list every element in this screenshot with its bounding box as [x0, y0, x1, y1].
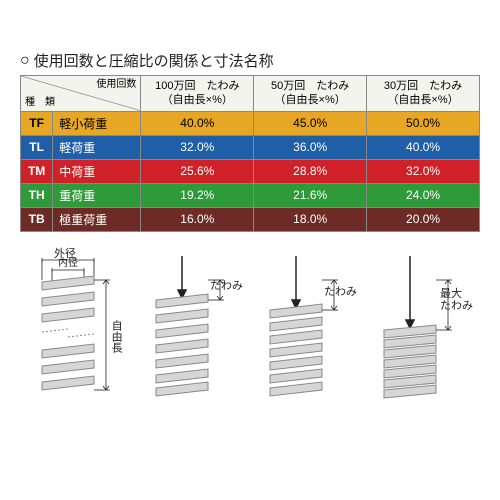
table-row: TM中荷重25.6%28.8%32.0%: [21, 159, 480, 183]
row-val: 40.0%: [141, 111, 254, 135]
row-val: 28.8%: [254, 159, 367, 183]
row-val: 25.6%: [141, 159, 254, 183]
diagram-deflection-1: たわみ: [138, 250, 248, 410]
row-val: 36.0%: [254, 135, 367, 159]
row-val: 32.0%: [367, 159, 480, 183]
row-code: TM: [21, 159, 53, 183]
col0-sub: （自由長×%）: [162, 94, 233, 106]
col0-count: 100万回: [155, 80, 195, 92]
row-val: 18.0%: [254, 207, 367, 231]
row-val: 45.0%: [254, 111, 367, 135]
row-val: 50.0%: [367, 111, 480, 135]
row-code: TB: [21, 207, 53, 231]
row-val: 32.0%: [141, 135, 254, 159]
label-max-deflection: 最大 たわみ: [440, 288, 473, 312]
col2-sub: （自由長×%）: [387, 94, 458, 106]
row-val: 21.6%: [254, 183, 367, 207]
spec-table: 使用回数 種 類 100万回 たわみ（自由長×%） 50万回 たわみ（自由長×%…: [20, 75, 480, 232]
row-name: 軽小荷重: [53, 111, 141, 135]
label-deflection-1: たわみ: [210, 280, 243, 292]
diagrams-row: 外径 内径 自由長: [20, 250, 480, 410]
row-val: 16.0%: [141, 207, 254, 231]
row-name: 極重荷重: [53, 207, 141, 231]
row-val: 19.2%: [141, 183, 254, 207]
label-deflection-2: たわみ: [324, 286, 357, 298]
page-title: 使用回数と圧縮比の関係と寸法名称: [34, 50, 274, 71]
col2-count: 30万回: [384, 80, 418, 92]
label-free-length: 自由長: [110, 320, 122, 353]
diagram-deflection-2: たわみ: [252, 250, 362, 410]
table-row: TF軽小荷重40.0%45.0%50.0%: [21, 111, 480, 135]
row-val: 20.0%: [367, 207, 480, 231]
table-row: TB極重荷重16.0%18.0%20.0%: [21, 207, 480, 231]
row-val: 24.0%: [367, 183, 480, 207]
row-code: TF: [21, 111, 53, 135]
row-code: TH: [21, 183, 53, 207]
row-val: 40.0%: [367, 135, 480, 159]
label-inner: 内径: [58, 258, 78, 269]
col0-deflect: たわみ: [206, 80, 239, 92]
circle-mark: ○: [20, 52, 30, 70]
col1-count: 50万回: [271, 80, 305, 92]
table-row: TL軽荷重32.0%36.0%40.0%: [21, 135, 480, 159]
col2-deflect: たわみ: [429, 80, 462, 92]
diagram-free-length: 外径 内径 自由長: [24, 250, 134, 410]
row-code: TL: [21, 135, 53, 159]
col1-sub: （自由長×%）: [275, 94, 346, 106]
table-row: TH重荷重19.2%21.6%24.0%: [21, 183, 480, 207]
row-name: 軽荷重: [53, 135, 141, 159]
row-name: 中荷重: [53, 159, 141, 183]
row-name: 重荷重: [53, 183, 141, 207]
col1-deflect: たわみ: [316, 80, 349, 92]
title-row: ○ 使用回数と圧縮比の関係と寸法名称: [20, 50, 480, 71]
diagram-max-deflection: 最大 たわみ: [366, 250, 476, 410]
